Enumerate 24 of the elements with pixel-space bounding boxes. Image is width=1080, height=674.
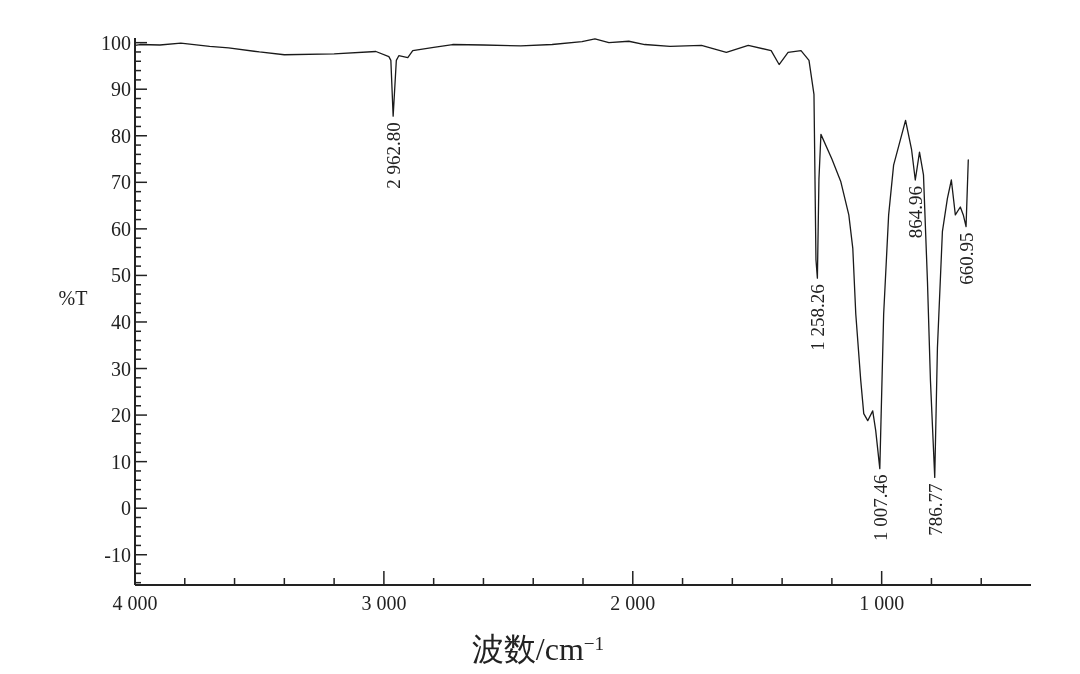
y-tick-label: 0 (121, 497, 131, 520)
y-tick-label: 30 (111, 357, 131, 380)
annotation: 786.77 (924, 483, 946, 536)
y-tick-label: 50 (111, 264, 131, 287)
x-tick-label: 2 000 (610, 592, 656, 614)
y-tick-label: 80 (111, 124, 131, 147)
annotation: 1 007.46 (869, 474, 891, 542)
x-tick-label: 4 000 (112, 592, 158, 614)
y-tick-label: 70 (111, 171, 131, 194)
y-axis-title: %T (58, 286, 88, 309)
x-tick-label: 3 000 (361, 592, 407, 614)
y-tick-label: 90 (111, 78, 131, 101)
annotation: 864.96 (905, 186, 927, 239)
annotation: 2 962.80 (383, 122, 405, 189)
y-tick-label: 60 (111, 217, 131, 240)
x-tick-label: 1 000 (859, 592, 905, 614)
y-tick-label: 10 (111, 450, 131, 473)
y-tick-label: 20 (111, 404, 131, 427)
annotation: 660.95 (956, 232, 978, 285)
y-tick-label: 100 (101, 31, 131, 54)
y-tick-label: -10 (104, 543, 131, 566)
x-axis-title: 波数/cm$^{−1}$ (471, 631, 605, 667)
annotation: 1 258.26 (807, 284, 829, 351)
y-tick-label: 40 (111, 310, 131, 333)
